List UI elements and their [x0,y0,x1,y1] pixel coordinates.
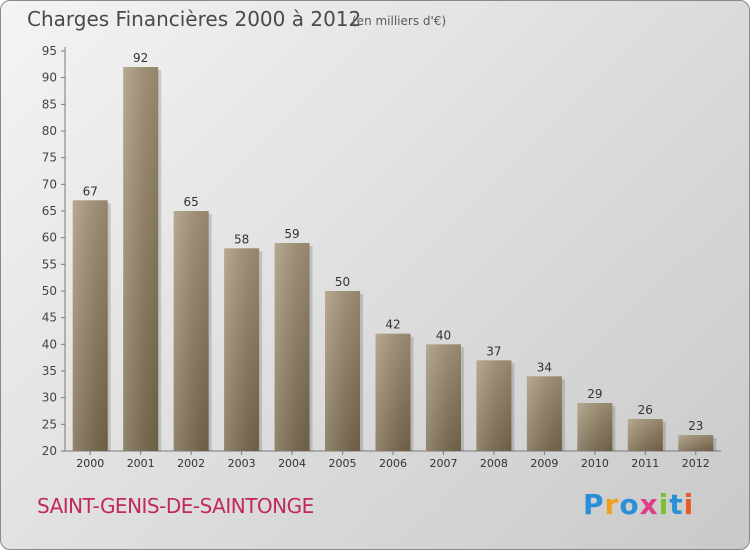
logo-letter: r [604,488,620,521]
axes: 20 25 30 35 40 45 50 55 60 65 70 75 80 85 90 95 2000 2001… [42,44,721,470]
value-label: 65 [184,195,199,209]
proxiti-logo: Proxiti [583,488,694,521]
x-tick-label: 2010 [581,457,609,470]
y-tick-label: 60 [42,231,57,245]
value-label: 23 [688,419,703,433]
bar-shade [224,248,260,451]
x-tick-label: 2012 [682,457,710,470]
y-tick-label: 90 [42,71,57,85]
logo-letter: i [658,488,670,521]
bar-shade [526,376,562,451]
value-label: 40 [436,328,451,342]
value-label: 92 [133,51,148,65]
y-tick-label: 35 [42,364,57,378]
y-tick-label: 70 [42,177,57,191]
bar-shade [476,360,512,451]
value-label: 42 [385,318,400,332]
logo-letter: t [669,488,684,521]
value-labels: 67 92 65 58 59 50 42 40 37 34 29 26 23 [83,51,704,433]
y-tick-label: 85 [42,97,57,111]
y-tick-label: 80 [42,124,57,138]
x-tick-label: 2002 [177,457,205,470]
logo-letter: o [619,488,640,521]
y-tick-label: 75 [42,151,57,165]
value-label: 29 [587,387,602,401]
x-tick-label: 2011 [631,457,659,470]
logo-letter: x [639,488,659,521]
y-tick-label: 65 [42,204,57,218]
y-tick-label: 25 [42,417,57,431]
commune-name: SAINT-GENIS-DE-SAINTONGE [37,494,314,518]
y-tick-label: 95 [42,44,57,58]
bar-shade [577,403,613,451]
y-tick-label: 20 [42,444,57,458]
x-tick-label: 2004 [278,457,306,470]
value-label: 58 [234,232,249,246]
value-label: 34 [537,360,552,374]
logo-letter: i [683,488,695,521]
value-label: 37 [486,344,501,358]
value-label: 26 [638,403,653,417]
bar-shade [678,435,714,451]
bar-shade [173,211,209,451]
chart-title: Charges Financières 2000 à 2012 [27,7,362,31]
x-tick-label: 2007 [429,457,457,470]
value-label: 67 [83,184,98,198]
y-tick-label: 30 [42,391,57,405]
value-label: 50 [335,275,350,289]
y-tick-label: 50 [42,284,57,298]
bars [72,67,717,451]
x-tick-label: 2001 [127,457,155,470]
bar-shade [627,419,663,451]
x-tick-label: 2005 [329,457,357,470]
logo-letter: P [583,488,605,521]
bar-shade [325,291,361,451]
y-tick-label: 45 [42,311,57,325]
value-label: 59 [284,227,299,241]
bar-shade [274,243,310,451]
chart-subtitle: (en milliers d'€) [352,14,447,28]
bar-shade [123,67,159,451]
y-tick-label: 55 [42,257,57,271]
bar-shade [425,344,461,451]
x-tick-label: 2009 [530,457,558,470]
x-tick-label: 2000 [76,457,104,470]
x-tick-label: 2003 [228,457,256,470]
bar-shade [72,200,108,451]
y-tick-label: 40 [42,337,57,351]
x-tick-label: 2008 [480,457,508,470]
x-tick-label: 2006 [379,457,407,470]
bar-shade [375,333,411,451]
